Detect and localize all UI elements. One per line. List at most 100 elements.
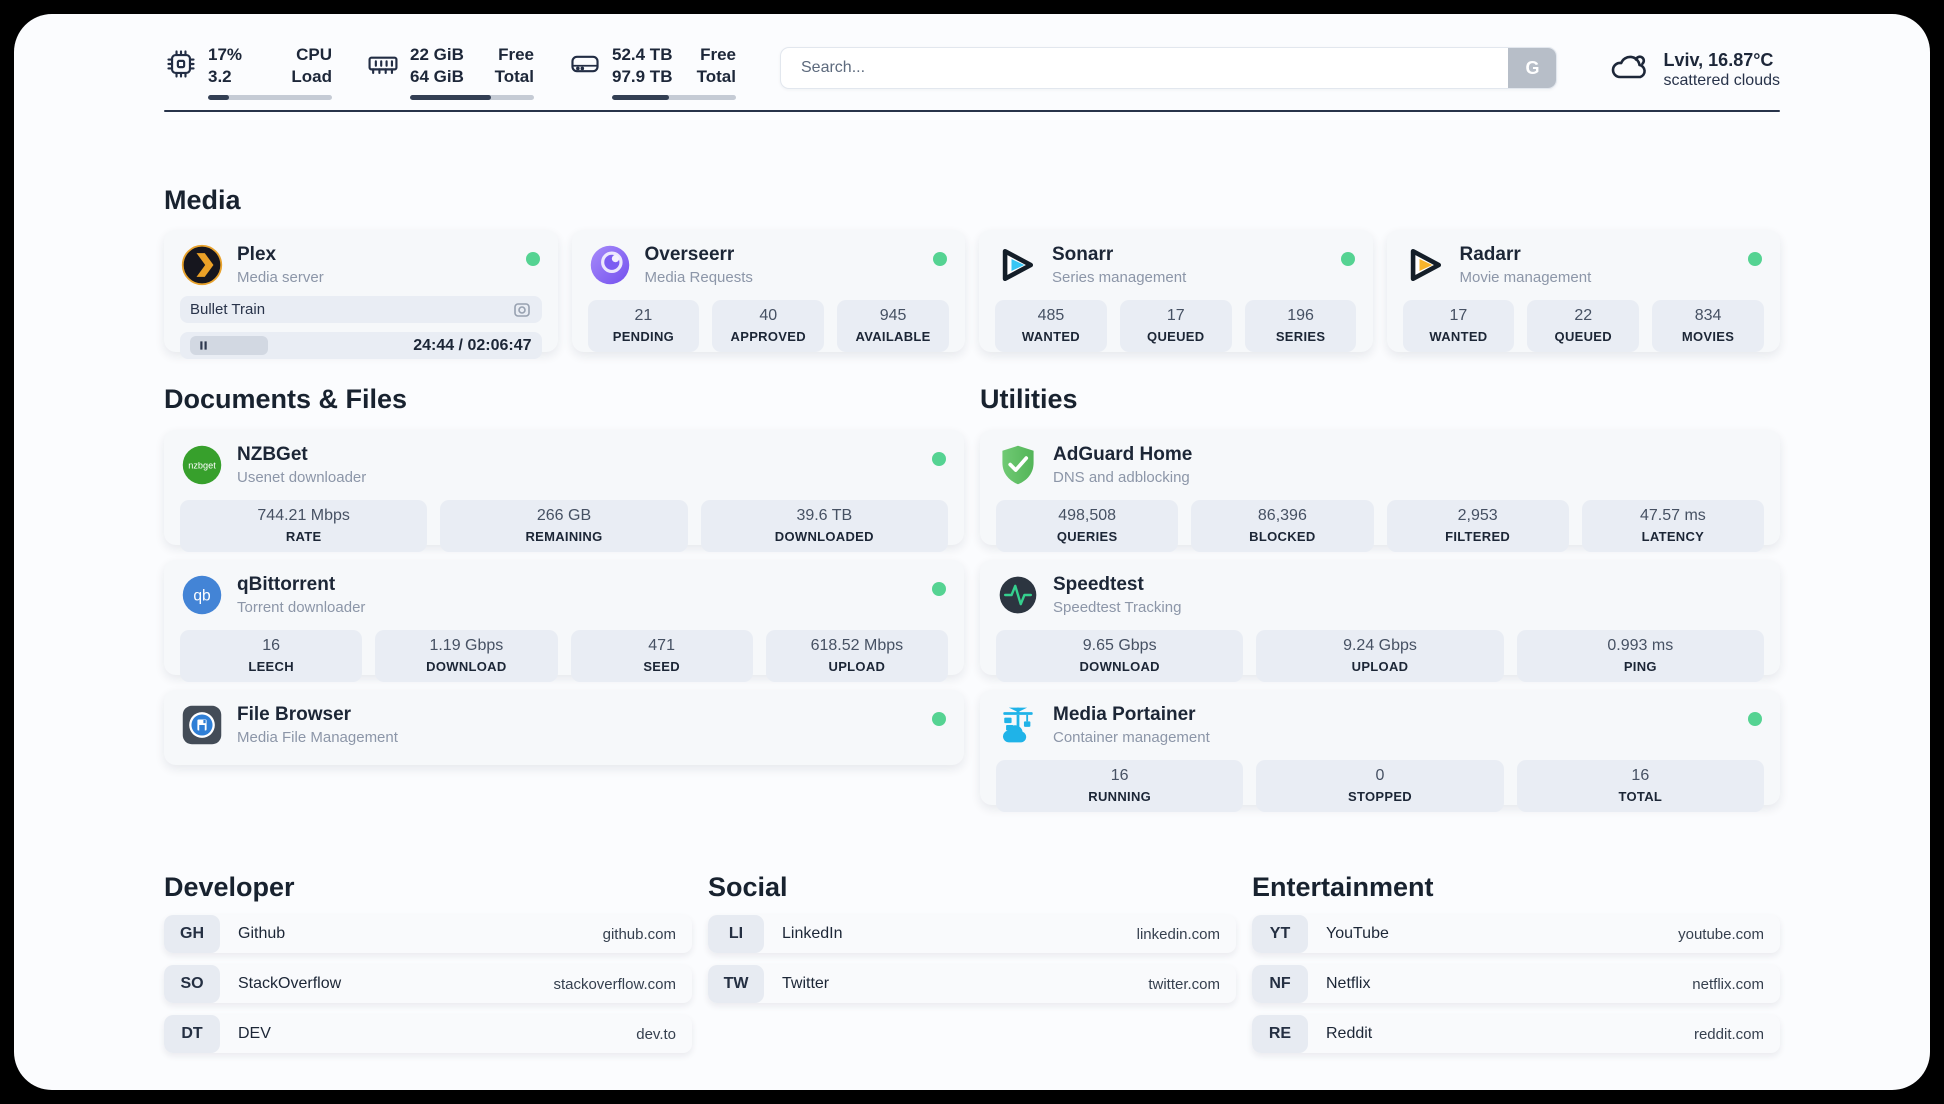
bookmark-dev[interactable]: DT DEV dev.to bbox=[164, 1015, 692, 1053]
bookmark-netflix[interactable]: NF Netflix netflix.com bbox=[1252, 965, 1780, 1003]
status-dot bbox=[932, 452, 946, 466]
memory-total-label: Total bbox=[494, 67, 534, 86]
cpu-load-value: 3.2 bbox=[208, 67, 232, 86]
section-title-documents: Documents & Files bbox=[164, 384, 408, 414]
stat-box: 945 AVAILABLE bbox=[837, 300, 949, 352]
cpu-stat: 17% 3.2 CPU Load bbox=[164, 44, 332, 101]
bookmark-youtube[interactable]: YT YouTube youtube.com bbox=[1252, 915, 1780, 953]
app-subtitle: Media File Management bbox=[237, 729, 398, 746]
speedtest-card[interactable]: Speedtest Speedtest Tracking 9.65 Gbps D… bbox=[980, 560, 1780, 682]
plex-card[interactable]: Plex Media server Bullet Train bbox=[164, 230, 558, 359]
youtube-icon: YT bbox=[1252, 915, 1308, 953]
app-name: Media Portainer bbox=[1053, 704, 1196, 725]
now-playing-row: Bullet Train bbox=[180, 296, 542, 323]
stat-box: 0 STOPPED bbox=[1256, 760, 1504, 812]
section-title-social: Social bbox=[708, 872, 788, 902]
header-divider bbox=[164, 110, 1780, 112]
playback-row: 24:44 / 02:06:47 bbox=[180, 332, 542, 359]
adguard-card[interactable]: AdGuard Home DNS and adblocking 498,508 … bbox=[980, 430, 1780, 552]
stat-box: 744.21 Mbps RATE bbox=[180, 500, 428, 552]
now-playing-title: Bullet Train bbox=[190, 301, 266, 318]
bookmark-reddit[interactable]: RE Reddit reddit.com bbox=[1252, 1015, 1780, 1053]
stat-box: 9.65 Gbps DOWNLOAD bbox=[996, 630, 1244, 682]
qbittorrent-card[interactable]: qb qBittorrent Torrent downloader 16 LEE… bbox=[164, 560, 964, 682]
app-name: Radarr bbox=[1459, 244, 1521, 265]
app-name: Speedtest bbox=[1053, 574, 1144, 595]
portainer-icon bbox=[996, 703, 1040, 747]
app-name: Overseerr bbox=[644, 244, 735, 265]
status-dot bbox=[1748, 712, 1762, 726]
app-subtitle: Media Requests bbox=[644, 269, 753, 286]
app-name: Plex bbox=[237, 244, 277, 265]
pause-button[interactable] bbox=[190, 336, 268, 355]
system-stats: 17% 3.2 CPU Load bbox=[164, 44, 736, 101]
app-subtitle: Series management bbox=[1052, 269, 1187, 286]
stat-box: 16 TOTAL bbox=[1516, 760, 1764, 812]
app-subtitle: Usenet downloader bbox=[237, 469, 367, 486]
nzbget-icon: nzbget bbox=[180, 443, 224, 487]
search-input[interactable] bbox=[780, 47, 1558, 89]
status-dot bbox=[525, 252, 540, 266]
section-title-developer: Developer bbox=[164, 872, 295, 902]
status-dot bbox=[933, 252, 947, 266]
app-name: qBittorrent bbox=[237, 574, 336, 595]
app-name: NZBGet bbox=[237, 444, 308, 465]
svg-text:qb: qb bbox=[193, 588, 211, 605]
app-name: Sonarr bbox=[1052, 244, 1114, 265]
storage-free-value: 52.4 TB bbox=[612, 44, 673, 64]
stat-box: 618.52 Mbps UPLOAD bbox=[765, 630, 948, 682]
status-dot bbox=[932, 582, 946, 596]
stat-box: 2,953 FILTERED bbox=[1386, 500, 1569, 552]
memory-total-value: 64 GiB bbox=[410, 67, 464, 86]
storage-stat: 52.4 TB 97.9 TB Free Total bbox=[568, 44, 736, 101]
dashboard-page: 17% 3.2 CPU Load bbox=[14, 14, 1930, 1090]
filebrowser-card[interactable]: File Browser Media File Management bbox=[164, 690, 964, 765]
storage-total-label: Total bbox=[696, 67, 736, 86]
cpu-progress-bar bbox=[208, 95, 332, 101]
bookmarks-entertainment: Entertainment YT YouTube youtube.com NF … bbox=[1252, 871, 1780, 1053]
overseerr-icon bbox=[588, 243, 632, 287]
stat-box: 471 SEED bbox=[570, 630, 753, 682]
dev-icon: DT bbox=[164, 1015, 220, 1053]
bookmark-twitter[interactable]: TW Twitter twitter.com bbox=[708, 965, 1236, 1003]
stat-box: 9.24 Gbps UPLOAD bbox=[1256, 630, 1504, 682]
search-engine-button[interactable]: G bbox=[1508, 48, 1557, 88]
plex-icon bbox=[180, 243, 224, 287]
status-dot bbox=[932, 712, 946, 726]
stat-box: 17 WANTED bbox=[1402, 300, 1515, 352]
cloud-icon bbox=[1609, 46, 1651, 93]
stat-box: 40 APPROVED bbox=[712, 300, 825, 352]
sonarr-card[interactable]: Sonarr Series management 485 WANTED 17 Q… bbox=[979, 230, 1373, 352]
storage-total-value: 97.9 TB bbox=[612, 67, 673, 86]
app-subtitle: DNS and adblocking bbox=[1053, 469, 1190, 486]
linkedin-icon: LI bbox=[708, 915, 764, 953]
bookmarks-developer: Developer GH Github github.com SO StackO… bbox=[164, 871, 692, 1053]
qbittorrent-icon: qb bbox=[180, 573, 224, 617]
header: 17% 3.2 CPU Load bbox=[164, 44, 1780, 101]
filebrowser-icon bbox=[180, 703, 224, 747]
cpu-usage-label: CPU bbox=[296, 44, 332, 64]
memory-progress-bar bbox=[410, 95, 534, 101]
nzbget-card[interactable]: nzbget NZBGet Usenet downloader 744.21 M… bbox=[164, 430, 964, 552]
section-title-utilities: Utilities bbox=[980, 384, 1078, 414]
netflix-icon: NF bbox=[1252, 965, 1308, 1003]
stat-box: 16 LEECH bbox=[180, 630, 363, 682]
memory-stat: 22 GiB 64 GiB Free Total bbox=[366, 44, 534, 101]
bookmarks-social: Social LI LinkedIn linkedin.com TW Twitt… bbox=[708, 871, 1236, 1053]
overseerr-card[interactable]: Overseerr Media Requests 21 PENDING 40 A… bbox=[571, 230, 965, 352]
portainer-card[interactable]: Media Portainer Container management 16 … bbox=[980, 690, 1780, 812]
stat-box: 498,508 QUERIES bbox=[996, 500, 1179, 552]
weather-widget: Lviv, 16.87°C scattered clouds bbox=[1609, 46, 1780, 93]
storage-free-label: Free bbox=[700, 44, 736, 64]
cpu-icon bbox=[164, 47, 198, 86]
bookmark-github[interactable]: GH Github github.com bbox=[164, 915, 692, 953]
playback-time: 24:44 / 02:06:47 bbox=[413, 336, 532, 354]
radarr-card[interactable]: Radarr Movie management 17 WANTED 22 QUE… bbox=[1386, 230, 1780, 352]
cpu-usage-value: 17% bbox=[208, 44, 243, 64]
stat-box: 1.19 Gbps DOWNLOAD bbox=[375, 630, 558, 682]
bookmark-stackoverflow[interactable]: SO StackOverflow stackoverflow.com bbox=[164, 965, 692, 1003]
app-name: File Browser bbox=[237, 704, 352, 725]
search-bar: G bbox=[780, 47, 1558, 89]
adguard-icon bbox=[996, 443, 1040, 487]
bookmark-linkedin[interactable]: LI LinkedIn linkedin.com bbox=[708, 915, 1236, 953]
